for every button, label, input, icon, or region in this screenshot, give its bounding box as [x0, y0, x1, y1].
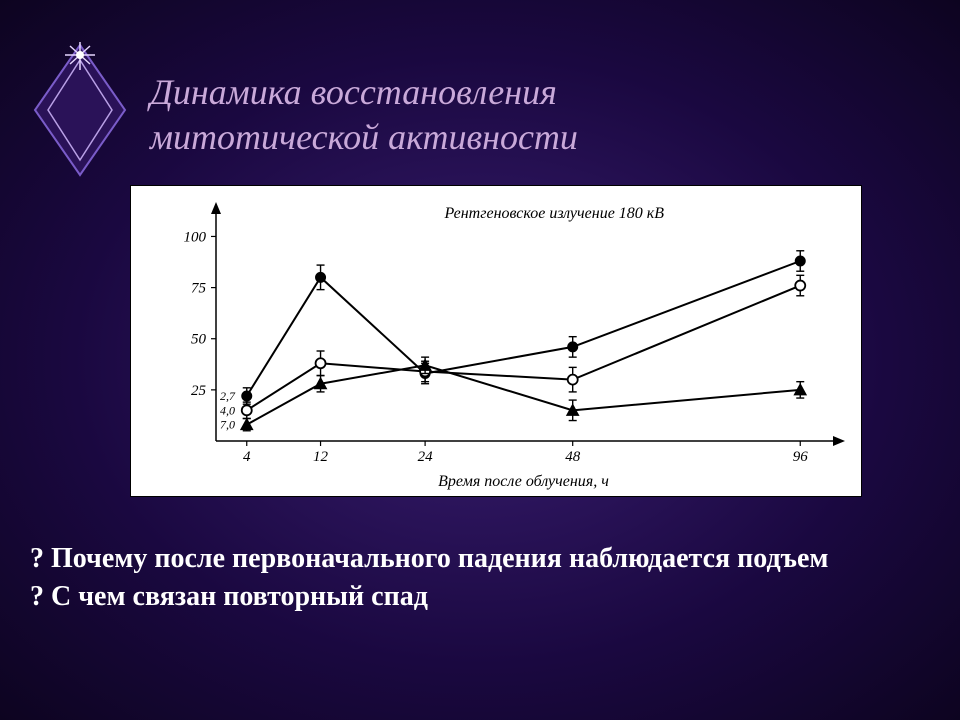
title-line-2: митотической активности	[150, 115, 900, 160]
svg-text:12: 12	[313, 449, 329, 465]
svg-text:96: 96	[793, 449, 809, 465]
svg-text:Время после облучения, ч: Время после облучения, ч	[438, 473, 609, 490]
slide-title: Динамика восстановления митотической акт…	[150, 70, 900, 160]
svg-text:50: 50	[191, 332, 207, 348]
svg-text:4,0: 4,0	[220, 403, 235, 417]
svg-text:4: 4	[243, 449, 251, 465]
svg-text:7,0: 7,0	[220, 418, 235, 432]
svg-text:75: 75	[191, 281, 207, 297]
title-line-1: Динамика восстановления	[150, 70, 900, 115]
svg-text:25: 25	[191, 383, 207, 399]
question-block: ? Почему после первоначального падения н…	[30, 540, 930, 616]
chart-container: 25 50 75 100 4 12 24 48 96 Рентгеновское излучени…	[130, 185, 862, 497]
svg-text:2,7: 2,7	[220, 389, 236, 403]
svg-text:48: 48	[565, 449, 581, 465]
line-chart: 25 50 75 100 4 12 24 48 96 Рентгеновское излучени…	[131, 186, 861, 496]
svg-text:100: 100	[184, 229, 207, 245]
svg-text:Рентгеновское излучение 180 кВ: Рентгеновское излучение 180 кВ	[443, 205, 664, 222]
decor-diamond	[30, 40, 130, 180]
question-1: ? Почему после первоначального падения н…	[30, 540, 930, 578]
question-2: ? С чем связан повторный спад	[30, 578, 930, 616]
svg-text:24: 24	[418, 449, 434, 465]
